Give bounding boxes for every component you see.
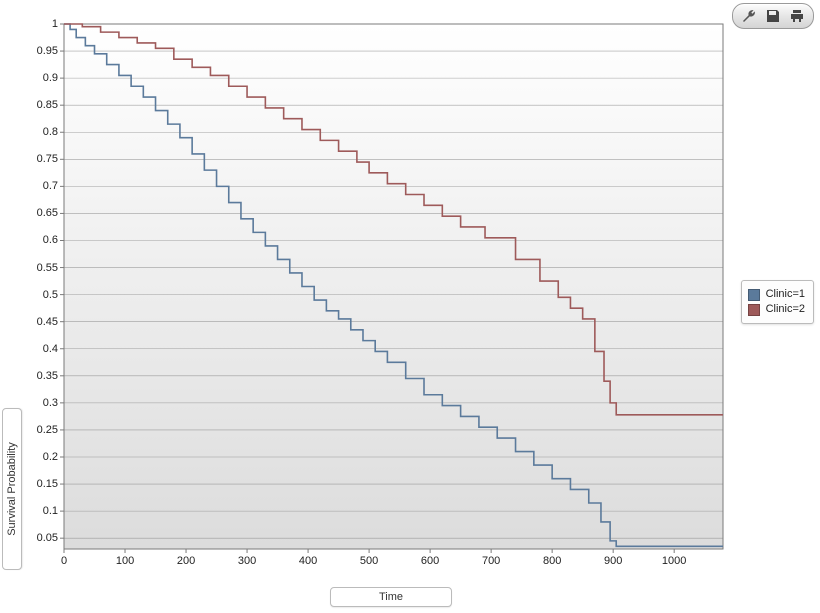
save-icon[interactable] [765, 8, 781, 24]
y-tick-label: 0.5 [43, 289, 58, 301]
y-tick-label: 0.95 [37, 45, 58, 57]
chart-svg [34, 18, 729, 573]
chart-toolbar [732, 3, 814, 29]
x-tick-label: 100 [116, 555, 134, 567]
x-tick-label: 900 [604, 555, 622, 567]
x-tick-label: 600 [421, 555, 439, 567]
legend-swatch [748, 304, 760, 316]
y-tick-label: 0.75 [37, 153, 58, 165]
legend-item[interactable]: Clinic=2 [748, 302, 805, 317]
y-tick-label: 0.6 [43, 234, 58, 246]
legend-label: Clinic=1 [766, 287, 805, 302]
x-tick-label: 800 [543, 555, 561, 567]
legend-swatch [748, 289, 760, 301]
y-tick-label: 1 [52, 18, 58, 30]
y-tick-label: 0.8 [43, 126, 58, 138]
y-tick-label: 0.1 [43, 505, 58, 517]
y-tick-label: 0.7 [43, 180, 58, 192]
y-tick-label: 0.55 [37, 262, 58, 274]
legend-item[interactable]: Clinic=1 [748, 287, 805, 302]
x-tick-label: 400 [299, 555, 317, 567]
y-tick-label: 0.25 [37, 424, 58, 436]
x-axis-label: Time [330, 587, 452, 607]
y-tick-label: 0.4 [43, 343, 58, 355]
y-tick-label: 0.35 [37, 370, 58, 382]
x-tick-label: 500 [360, 555, 378, 567]
x-tick-label: 1000 [662, 555, 686, 567]
y-tick-label: 0.9 [43, 72, 58, 84]
wrench-icon[interactable] [741, 8, 757, 24]
y-axis-label: Survival Probability [2, 408, 22, 570]
x-tick-label: 200 [177, 555, 195, 567]
y-tick-label: 0.65 [37, 207, 58, 219]
print-icon[interactable] [789, 8, 805, 24]
x-tick-label: 300 [238, 555, 256, 567]
y-tick-label: 0.05 [37, 532, 58, 544]
legend-label: Clinic=2 [766, 302, 805, 317]
y-tick-label: 0.85 [37, 99, 58, 111]
y-tick-label: 0.2 [43, 451, 58, 463]
x-tick-label: 700 [482, 555, 500, 567]
x-tick-label: 0 [61, 555, 67, 567]
y-tick-label: 0.15 [37, 478, 58, 490]
y-tick-label: 0.45 [37, 316, 58, 328]
chart-plot: 0 100 200 300 400 500 600 700 800 900 1000 0.05 0.1 0… [34, 18, 729, 573]
legend: Clinic=1Clinic=2 [741, 280, 814, 324]
y-tick-label: 0.3 [43, 397, 58, 409]
